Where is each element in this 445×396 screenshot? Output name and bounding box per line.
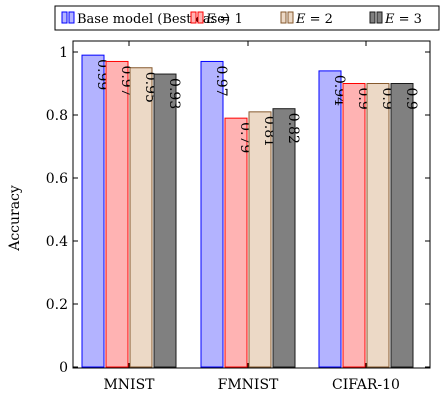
- bar: [366, 83, 390, 368]
- legend-swatch: [68, 11, 75, 24]
- y-axis-label: Accuracy: [7, 185, 23, 252]
- bar: [129, 67, 153, 368]
- legend-entry-label: E = 1: [205, 12, 243, 27]
- bar: [81, 54, 105, 368]
- data-label: 0.97: [213, 65, 229, 96]
- y-tick-label: 0.2: [46, 297, 68, 313]
- legend-swatch: [287, 11, 294, 24]
- legend-swatch: [376, 11, 383, 24]
- legend-swatch: [190, 11, 197, 24]
- x-tick-label: MNIST: [103, 377, 155, 393]
- legend-swatch: [369, 11, 376, 24]
- plot-area: 0.99 0.97 0.940.970.790.90.950.810.90.930.…: [46, 40, 431, 393]
- legend-swatch: [280, 11, 287, 24]
- bar: [342, 83, 366, 368]
- x-tick-label: CIFAR-10: [332, 377, 400, 393]
- bar: [224, 117, 248, 368]
- bar: [390, 83, 414, 368]
- y-tick-label: 1: [59, 45, 68, 61]
- y-tick-label: 0.8: [46, 108, 68, 124]
- legend-entry-label: E = 3: [384, 12, 422, 27]
- data-label: 0.93: [166, 78, 182, 109]
- y-tick-label: 0.4: [46, 234, 68, 250]
- data-label: 0.82: [285, 113, 301, 144]
- y-tick-label: 0: [59, 360, 68, 376]
- bar: [105, 60, 129, 368]
- x-tick-label: FMNIST: [218, 377, 279, 393]
- legend-entry-label: E = 2: [295, 12, 333, 27]
- legend-swatch: [61, 11, 68, 24]
- legend-swatch: [197, 11, 204, 24]
- bar: [248, 111, 272, 368]
- axes-frame: [72, 40, 431, 369]
- y-tick-label: 0.6: [46, 171, 68, 187]
- bar: [200, 60, 224, 368]
- bar: [153, 73, 177, 368]
- bar: [318, 70, 342, 368]
- bar: [272, 108, 296, 368]
- data-label: 0.9: [403, 88, 419, 110]
